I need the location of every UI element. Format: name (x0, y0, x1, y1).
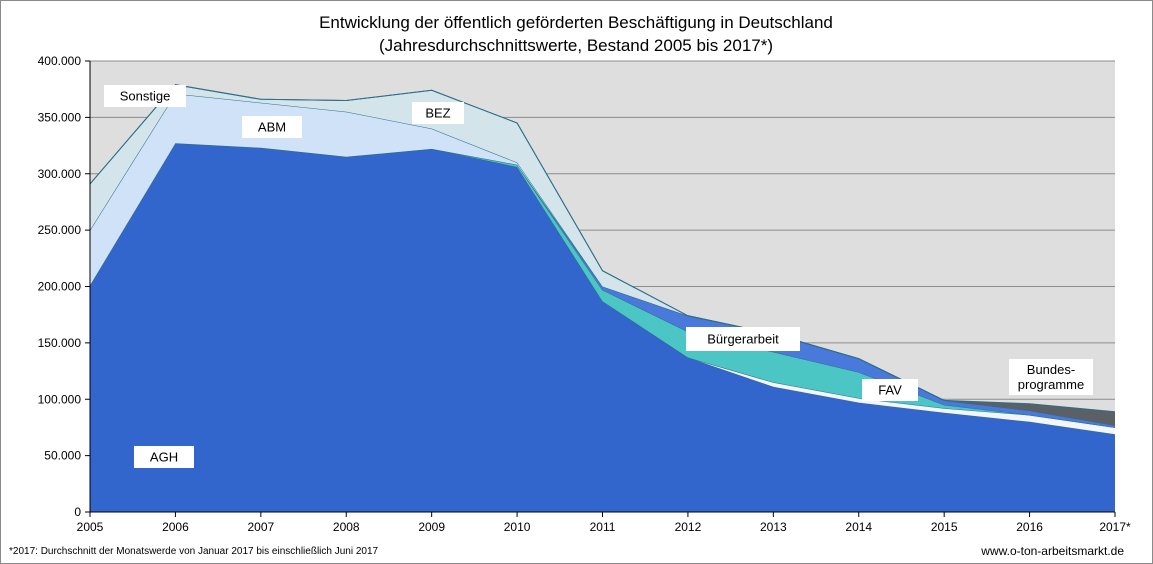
series-label-sonstige: Sonstige (120, 89, 171, 104)
x-tick-label-10: 2015 (931, 520, 958, 534)
x-tick-label-1: 2006 (162, 520, 189, 534)
x-tick-label-12: 2017* (1099, 520, 1131, 534)
label-box-abm: ABM (242, 116, 302, 138)
series-label-agh: AGH (150, 450, 178, 465)
label-box-bg-sonstige (104, 85, 186, 107)
chart-title-line-2: (Jahresdurchschnittswerte, Bestand 2005 … (379, 36, 773, 55)
x-tick-label-5: 2010 (504, 520, 531, 534)
series-labels: AGH Sonstige ABM BEZ Bürgerarbeit FAV Bundes-p… (104, 85, 1093, 468)
y-tick-label-7: 350.000 (38, 110, 82, 124)
y-tick-label-0: 0 (74, 505, 81, 519)
label-box-bg-fav (862, 379, 918, 401)
label-box-bg-bez (412, 102, 464, 124)
stacked-areas (89, 84, 1116, 513)
x-tick-label-9: 2014 (845, 520, 872, 534)
x-tick-label-11: 2016 (1016, 520, 1043, 534)
x-tick-label-4: 2009 (418, 520, 445, 534)
y-tick-label-6: 300.000 (38, 167, 82, 181)
y-tick-label-4: 200.000 (38, 280, 82, 294)
label-box-sonstige: Sonstige (104, 85, 186, 107)
x-tick-label-6: 2011 (590, 520, 616, 534)
label-box-bg-abm (242, 116, 302, 138)
label-box-agh: AGH (134, 446, 194, 468)
series-label-abm: ABM (258, 120, 286, 135)
footnote: *2017: Durchschnitt der Monatswerde von … (9, 546, 379, 557)
area-abm (90, 93, 1115, 426)
label-box-bg-buergerarbeit (686, 327, 800, 351)
y-axis-ticks: 0 50.000 100.000 150.000 200.000 250.000 300.0… (38, 54, 90, 519)
y-tick-label-5: 250.000 (38, 223, 82, 237)
y-tick-label-1: 50.000 (44, 449, 81, 463)
label-box-bundes: Bundes-programme (1009, 359, 1093, 395)
series-label-bundes-line-1: Bundes- (1027, 362, 1075, 377)
x-tick-label-3: 2008 (333, 520, 360, 534)
label-box-bg-agh (134, 446, 194, 468)
x-tick-label-8: 2013 (760, 520, 787, 534)
y-tick-label-2: 100.000 (38, 392, 82, 406)
x-axis-ticks: 2005 2006 2007 2008 2009 2010 2011 2012 2013 2014… (77, 512, 1131, 534)
series-label-bundes-line-2: programme (1018, 377, 1084, 392)
area-edge-6 (89, 84, 1116, 413)
x-tick-label-0: 2005 (77, 520, 104, 534)
chart-title-line-1: Entwicklung der öffentlich geförderten B… (319, 13, 833, 32)
y-tick-label-8: 400.000 (38, 54, 82, 68)
label-box-fav: FAV (862, 379, 918, 401)
y-tick-label-3: 150.000 (38, 336, 82, 350)
series-label-buergerarbeit: Bürgerarbeit (707, 332, 779, 347)
label-box-bez: BEZ (412, 102, 464, 124)
series-label-bez: BEZ (425, 106, 450, 121)
source-link: www.o-ton-arbeitsmarkt.de (981, 544, 1124, 558)
series-label-fav: FAV (878, 383, 902, 398)
x-tick-label-2: 2007 (247, 520, 274, 534)
x-tick-label-7: 2012 (675, 520, 702, 534)
label-box-buergerarbeit: Bürgerarbeit (686, 327, 800, 351)
area-agh (90, 143, 1115, 513)
label-box-bg-bundes (1009, 359, 1093, 395)
